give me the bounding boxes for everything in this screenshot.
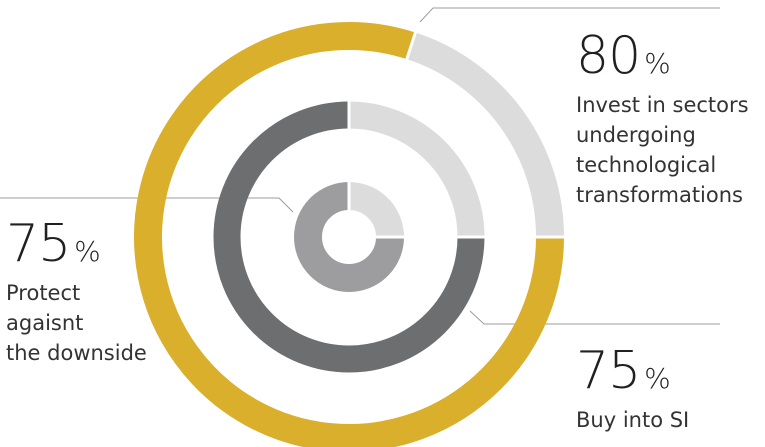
ring-gap [405,32,417,60]
series-name: Buy into SI [576,408,690,432]
leader-line [0,197,294,213]
ring-value [294,182,404,292]
value: 80 [576,26,641,86]
leader-line [469,310,720,325]
series-name: Invest in sectors undergoing technologic… [576,93,749,207]
value-label: 75% [576,345,689,405]
series-name: Protect agaisnt the downside [6,281,147,365]
leader-line [419,7,720,23]
value-label: 80% [576,30,749,90]
ring-label: 80% Invest in sectors undergoing technol… [576,30,749,210]
value-label: 75% [6,218,147,278]
ring-label: 75% Buy into SI [576,345,689,435]
unit: % [644,362,671,395]
ring-track [406,32,564,238]
ring-track [348,182,404,238]
value: 75 [576,341,641,401]
ring-track [348,101,485,238]
unit: % [74,235,101,268]
ring-value [213,101,485,373]
ring-label: 75% Protect agaisnt the downside [6,218,147,368]
ring-value [134,22,564,447]
value: 75 [6,214,71,274]
unit: % [644,47,671,80]
